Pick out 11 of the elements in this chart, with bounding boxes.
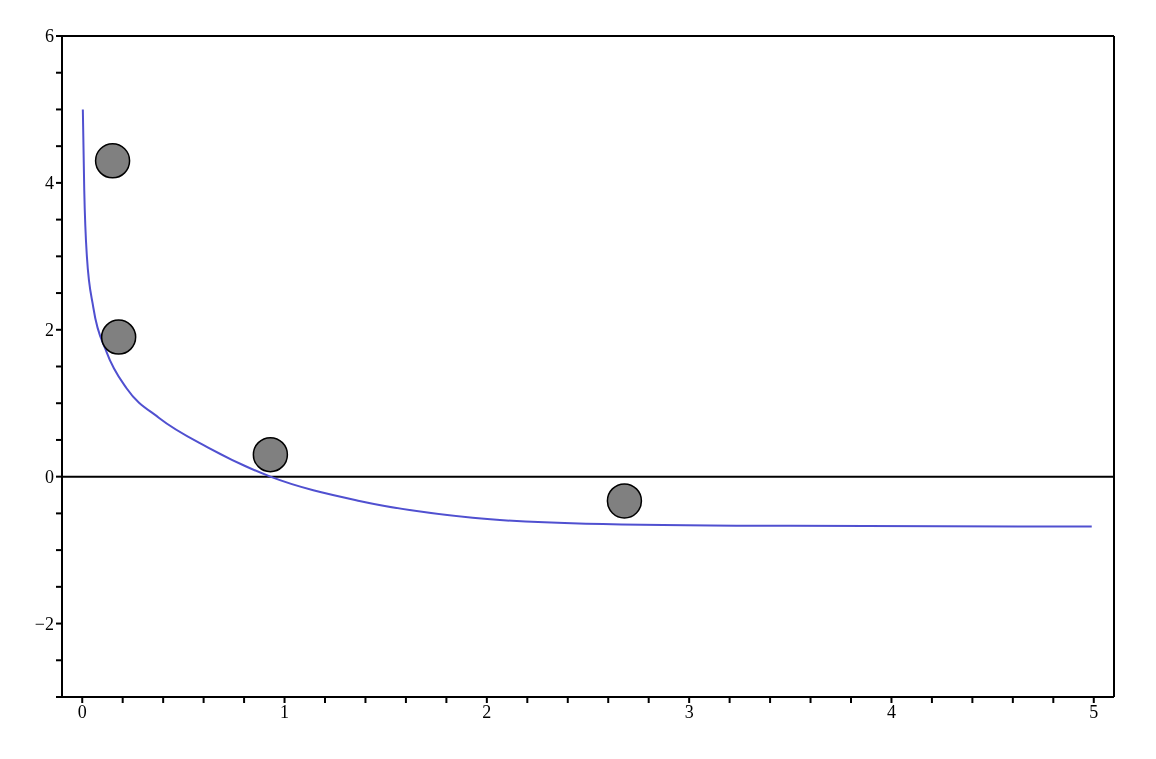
y-tick-label: 2: [45, 320, 54, 341]
x-tick-label: 4: [886, 701, 896, 722]
x-tick-label: 1: [280, 701, 290, 722]
y-tick-label: 0: [45, 467, 54, 488]
y-tick-label: −2: [34, 613, 54, 634]
y-tick-label: 6: [45, 26, 54, 47]
x-tick-label: 2: [482, 701, 492, 722]
x-tick-label: 5: [1089, 701, 1099, 722]
x-tick-label: 0: [77, 701, 87, 722]
x-tick-label: 3: [684, 701, 694, 722]
y-tick-label: 4: [45, 173, 54, 194]
